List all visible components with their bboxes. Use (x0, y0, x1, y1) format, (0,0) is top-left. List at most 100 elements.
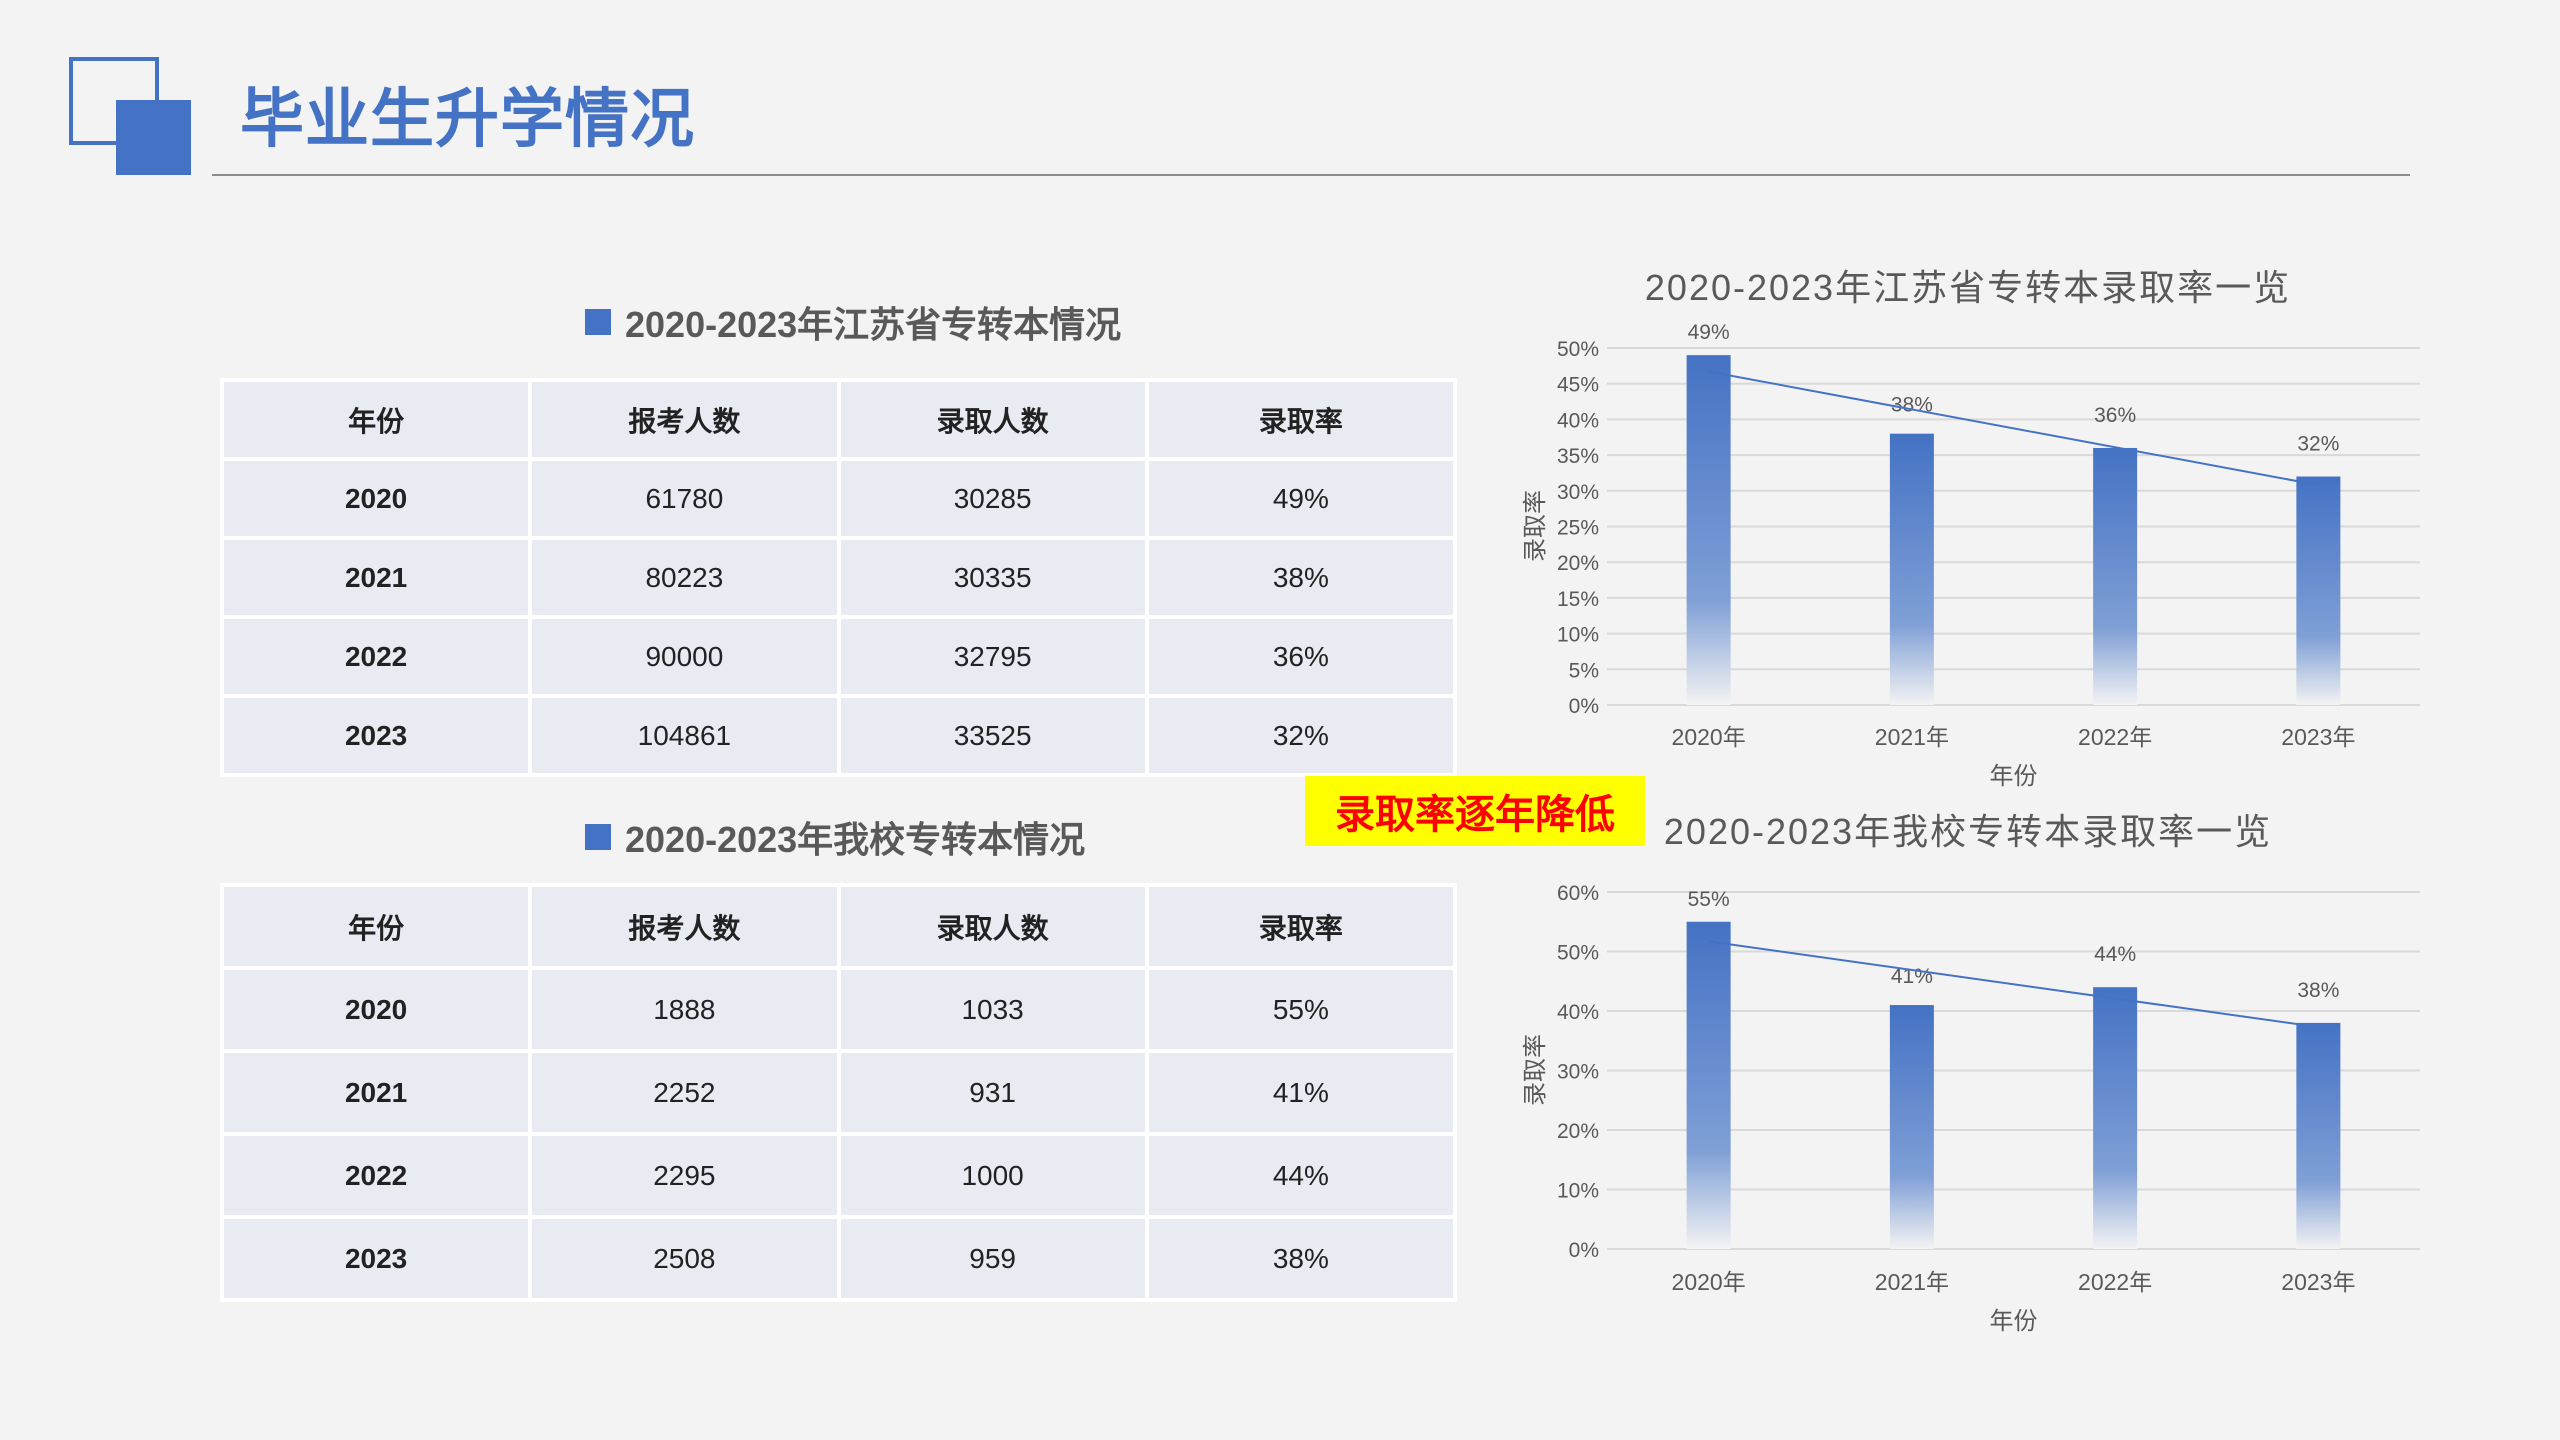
data-label: 44% (2094, 943, 2136, 966)
x-tick-label: 2020年 (1672, 724, 1746, 750)
chart-title: 2020-2023年我校专转本录取率一览 (1664, 811, 2272, 852)
table-header-row: 年份 报考人数 录取人数 录取率 (219, 378, 1458, 461)
table-cell: 2295 (528, 1132, 841, 1219)
bullet-square-icon (585, 309, 611, 335)
school-table: 年份 报考人数 录取人数 录取率 2020 1888 1033 55% 2021 2252 931 4… (219, 883, 1458, 1302)
y-axis-title: 录取率 (1522, 490, 1549, 562)
table-cell: 2508 (528, 1215, 841, 1302)
table-cell: 2020 (219, 457, 533, 540)
x-tick-label: 2023年 (2281, 1269, 2355, 1295)
table-heading-text: 2020-2023年我校专转本情况 (625, 819, 1086, 860)
y-tick-label: 40% (1557, 1001, 1599, 1024)
table-cell: 49% (1144, 457, 1458, 540)
callout-label: 录取率逐年降低 (1305, 776, 1645, 846)
y-axis-title: 录取率 (1522, 1034, 1549, 1106)
logo-filled-square (116, 100, 191, 175)
column-header: 录取人数 (836, 883, 1149, 970)
jiangsu-table: 年份 报考人数 录取人数 录取率 2020 61780 30285 49% 2021 80223 3… (219, 378, 1458, 777)
table-cell: 1000 (836, 1132, 1149, 1219)
x-tick-label: 2022年 (2078, 724, 2152, 750)
bar (2296, 1022, 2341, 1249)
x-tick-label: 2021年 (1875, 1269, 1949, 1295)
table-heading-jiangsu: 2020-2023年江苏省专转本情况 (585, 296, 1121, 348)
bar (2093, 987, 2138, 1249)
data-label: 36% (2094, 404, 2136, 427)
bar (1889, 433, 1934, 705)
table-cell: 55% (1144, 966, 1458, 1053)
bar (1686, 921, 1731, 1249)
table-cell: 104861 (528, 694, 841, 777)
y-tick-label: 45% (1557, 374, 1599, 397)
column-header: 报考人数 (528, 378, 841, 461)
chart-title: 2020-2023年江苏省专转本录取率一览 (1645, 267, 2291, 308)
table-cell: 41% (1144, 1049, 1458, 1136)
y-tick-label: 30% (1557, 1061, 1599, 1084)
column-header: 年份 (219, 883, 533, 970)
data-label: 38% (1891, 394, 1933, 417)
y-tick-label: 10% (1557, 624, 1599, 647)
data-label: 49% (1688, 321, 1730, 344)
x-axis-title: 年份 (1990, 1308, 2038, 1335)
table-cell: 2021 (219, 1049, 533, 1136)
y-tick-label: 20% (1557, 1120, 1599, 1143)
column-header: 年份 (219, 378, 533, 461)
table-cell: 2020 (219, 966, 533, 1053)
table-cell: 44% (1144, 1132, 1458, 1219)
y-tick-label: 50% (1557, 338, 1599, 361)
table-row: 2022 2295 1000 44% (219, 1132, 1458, 1219)
table-cell: 30335 (836, 536, 1149, 619)
table-cell: 36% (1144, 615, 1458, 698)
column-header: 报考人数 (528, 883, 841, 970)
title-divider (212, 174, 2410, 176)
trendline (1708, 940, 2319, 1029)
table-cell: 80223 (528, 536, 841, 619)
table-cell: 38% (1144, 1215, 1458, 1302)
table-row: 2020 1888 1033 55% (219, 966, 1458, 1053)
data-label: 38% (2297, 979, 2339, 1002)
y-tick-label: 15% (1557, 588, 1599, 611)
table-cell: 2021 (219, 536, 533, 619)
table-cell: 1888 (528, 966, 841, 1053)
table-cell: 2022 (219, 615, 533, 698)
column-header: 录取人数 (836, 378, 1149, 461)
bar (2093, 447, 2138, 705)
table-cell: 2023 (219, 694, 533, 777)
table-row: 2021 2252 931 41% (219, 1049, 1458, 1136)
data-label: 32% (2297, 433, 2339, 456)
bar (1686, 355, 1731, 705)
table-cell: 1033 (836, 966, 1149, 1053)
y-tick-label: 50% (1557, 942, 1599, 965)
table-cell: 30285 (836, 457, 1149, 540)
table-row: 2021 80223 30335 38% (219, 536, 1458, 619)
table-cell: 2023 (219, 1215, 533, 1302)
table-cell: 32% (1144, 694, 1458, 777)
bullet-square-icon (585, 824, 611, 850)
table-header-row: 年份 报考人数 录取人数 录取率 (219, 883, 1458, 970)
table-cell: 931 (836, 1049, 1149, 1136)
column-header: 录取率 (1144, 378, 1458, 461)
x-tick-label: 2023年 (2281, 724, 2355, 750)
y-tick-label: 10% (1557, 1180, 1599, 1203)
y-tick-label: 0% (1569, 1239, 1599, 1262)
column-header: 录取率 (1144, 883, 1458, 970)
table-row: 2022 90000 32795 36% (219, 615, 1458, 698)
bar (1889, 1005, 1934, 1249)
table-cell: 2252 (528, 1049, 841, 1136)
x-tick-label: 2020年 (1672, 1269, 1746, 1295)
y-tick-label: 0% (1569, 695, 1599, 718)
table-row: 2023 2508 959 38% (219, 1215, 1458, 1302)
table-cell: 32795 (836, 615, 1149, 698)
y-tick-label: 25% (1557, 517, 1599, 540)
trendline (1708, 370, 2319, 487)
table-heading-school: 2020-2023年我校专转本情况 (585, 811, 1085, 863)
data-label: 55% (1688, 888, 1730, 911)
x-axis-title: 年份 (1990, 763, 2038, 790)
y-tick-label: 30% (1557, 481, 1599, 504)
table-heading-text: 2020-2023年江苏省专转本情况 (625, 304, 1122, 345)
x-tick-label: 2022年 (2078, 1269, 2152, 1295)
table-row: 2023 104861 33525 32% (219, 694, 1458, 777)
table-cell: 61780 (528, 457, 841, 540)
table-row: 2020 61780 30285 49% (219, 457, 1458, 540)
bar (2296, 476, 2341, 705)
